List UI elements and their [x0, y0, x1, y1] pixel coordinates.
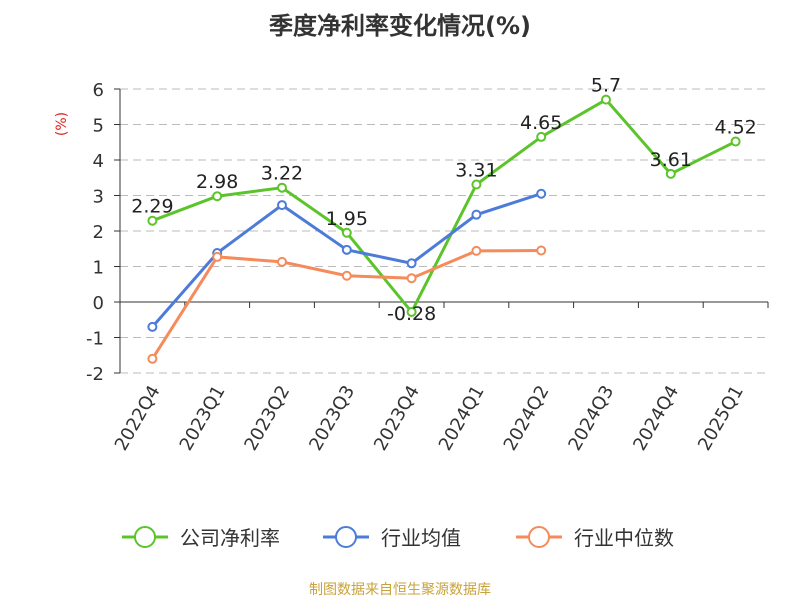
legend: 公司净利率 行业均值 行业中位数	[122, 526, 674, 550]
y-tick-label: 0	[93, 293, 104, 314]
data-label: -0.28	[387, 303, 436, 325]
x-tick-label: 2022Q4	[111, 382, 165, 454]
x-tick-label: 2024Q4	[629, 382, 683, 454]
x-tick-label: 2023Q3	[305, 382, 359, 454]
data-point	[147, 353, 158, 364]
data-label: 4.52	[714, 117, 756, 139]
data-point	[147, 321, 158, 332]
legend-marker	[335, 526, 357, 548]
data-label: 2.29	[131, 196, 173, 218]
x-tick-label: 2023Q4	[370, 382, 424, 454]
data-point	[536, 188, 547, 199]
y-tick-label: -2	[86, 364, 104, 385]
axes: 6 5 4 3 2 1 0 -1 -2 2022Q4 2023Q1 2023Q2 2023Q3 2023Q…	[86, 80, 769, 454]
legend-marker	[134, 526, 156, 548]
data-point	[536, 131, 547, 142]
data-point	[277, 182, 287, 193]
x-tick-label: 2023Q2	[240, 382, 294, 454]
data-label: 3.31	[455, 159, 497, 181]
data-point	[341, 244, 352, 255]
data-point	[406, 273, 417, 284]
data-point	[471, 179, 482, 190]
data-label: 2.98	[196, 171, 238, 193]
grid-lines	[120, 88, 768, 374]
data-point	[406, 306, 417, 317]
data-point	[341, 227, 352, 238]
y-axis-label: (%)	[54, 112, 70, 136]
y-tick-label: -1	[86, 329, 104, 350]
data-point	[471, 209, 482, 220]
data-point	[665, 168, 676, 179]
y-tick-label: 3	[93, 187, 104, 208]
data-point	[601, 94, 611, 105]
data-point	[277, 256, 287, 267]
x-tick-label: 2024Q1	[435, 382, 489, 454]
data-point	[147, 215, 158, 226]
x-tick-label: 2024Q2	[500, 382, 554, 454]
data-label: 3.22	[261, 163, 303, 185]
data-point	[277, 200, 287, 211]
data-point	[212, 191, 223, 202]
y-tick-label: 1	[93, 258, 104, 279]
data-point	[212, 251, 223, 262]
x-tick-label: 2024Q3	[564, 382, 618, 454]
x-tick-label: 2023Q1	[176, 382, 230, 454]
y-tick-label: 2	[93, 222, 104, 243]
series-line	[151, 98, 737, 314]
legend-label: 行业均值	[381, 526, 461, 550]
legend-label: 行业中位数	[574, 526, 674, 550]
legend-marker	[528, 526, 550, 548]
source-note: 制图数据来自恒生聚源数据库	[309, 582, 491, 598]
data-label: 3.61	[650, 149, 692, 171]
data-point	[536, 245, 547, 256]
legend-label: 公司净利率	[180, 526, 280, 550]
data-point	[471, 245, 482, 256]
chart-title: 季度净利率变化情况(%)	[269, 12, 531, 40]
x-tick-label: 2025Q1	[694, 382, 748, 454]
data-label: 4.65	[520, 112, 562, 134]
data-point	[406, 258, 417, 269]
data-labels: 2.29 2.98 3.22 1.95 -0.28 3.31 4.65 5.7 3.61 4.52	[131, 75, 757, 325]
series-lines	[147, 94, 741, 364]
y-tick-label: 4	[93, 151, 104, 172]
y-tick-label: 5	[93, 116, 104, 137]
data-label: 1.95	[326, 208, 368, 230]
y-tick-label: 6	[93, 80, 104, 101]
data-point	[341, 270, 352, 281]
data-label: 5.7	[591, 75, 621, 97]
data-point	[730, 136, 741, 147]
